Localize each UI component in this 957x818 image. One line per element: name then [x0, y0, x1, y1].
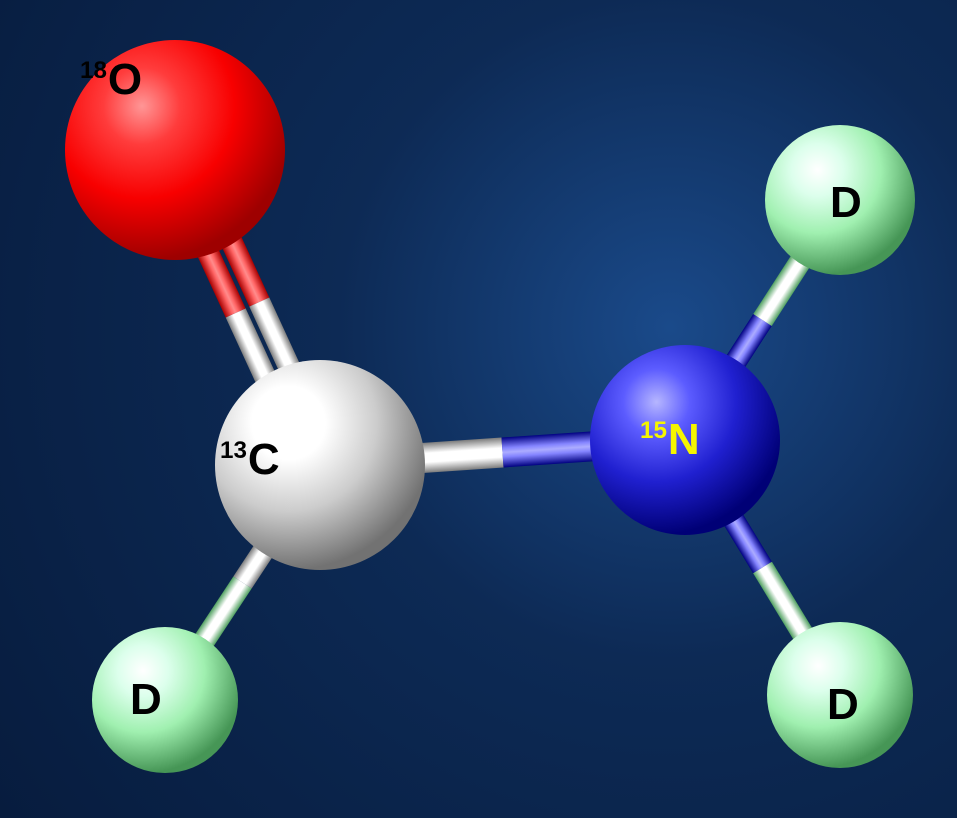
atom-label-d3: D: [130, 675, 162, 725]
atom-d3: [92, 627, 238, 773]
isotope-superscript: 18: [80, 57, 107, 84]
isotope-superscript: 15: [640, 417, 667, 444]
element-symbol: O: [108, 55, 142, 104]
atom-label-n: 15N: [640, 415, 700, 465]
molecule-viewport: 18O 13C 15N D D D: [0, 0, 957, 818]
element-symbol: D: [827, 680, 859, 729]
element-symbol: N: [668, 415, 700, 464]
element-symbol: D: [130, 675, 162, 724]
atom-label-d1: D: [830, 178, 862, 228]
element-symbol: D: [830, 178, 862, 227]
element-symbol: C: [248, 435, 280, 484]
isotope-superscript: 13: [220, 437, 247, 464]
atoms-group: [65, 40, 915, 773]
atom-label-d2: D: [827, 680, 859, 730]
atom-label-c: 13C: [220, 435, 280, 485]
atom-label-o: 18O: [80, 55, 142, 105]
